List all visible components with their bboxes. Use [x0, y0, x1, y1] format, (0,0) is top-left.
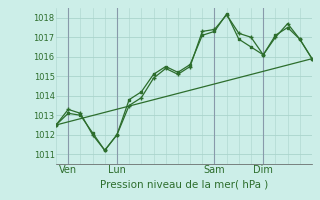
X-axis label: Pression niveau de la mer( hPa ): Pression niveau de la mer( hPa ): [100, 180, 268, 190]
